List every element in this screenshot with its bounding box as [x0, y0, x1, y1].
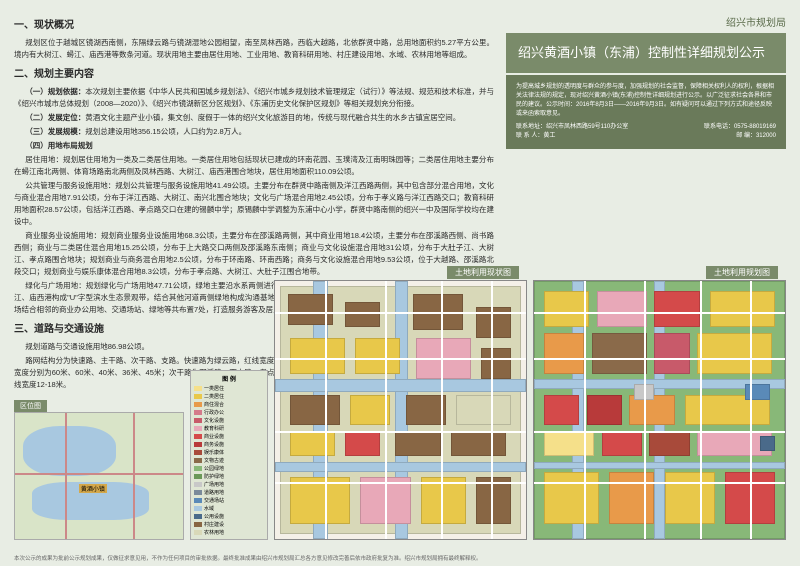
s2-4c: 商业服务业设施用地：规划商业服务业设施用地68.3公顷，主要分布在邵溪路两侧，其… — [14, 230, 494, 278]
loc-label: 黄酒小镇 — [79, 484, 107, 493]
legend: 图 例 一类居住二类居住商住混合行政办公文化设施教育科研商业设施商务设施娱乐康体… — [190, 370, 268, 540]
s2-4b: 公共管理与服务设施用地：规划公共管理与服务设施用地41.49公顷。主要分布在群贤… — [14, 180, 494, 228]
section-2-title: 二、规划主要内容 — [14, 67, 494, 83]
land-use-current-map — [274, 280, 527, 540]
footer-left: 本次公示的成果为批前公示规划成果，仅做征求意见用，不作为任何项目的审批依据。最终… — [14, 554, 482, 562]
footer: 本次公示的成果为批前公示规划成果，仅做征求意见用，不作为任何项目的审批依据。最终… — [14, 554, 786, 562]
s2-2: （二）发展定位：黄酒文化主题产业小镇，集文创、度假于一体的绍兴文化旅游目的地，传… — [14, 112, 494, 124]
notice-intro: 为提高城乡规划的透明度与群众的参与度，加强规划的社会监督，保障相关权利人的权利，… — [516, 83, 776, 119]
main-title: 绍兴黄酒小镇（东浦）控制性详细规划公示 — [506, 33, 786, 73]
postcode: 邮 编：312000 — [736, 132, 776, 141]
s2-4t: （四）用地布局规划 — [14, 140, 494, 152]
legend-title: 图 例 — [194, 374, 264, 383]
bureau-name: 绍兴市规划局 — [506, 14, 786, 29]
land-use-plan-map — [533, 280, 786, 540]
location-map: 黄酒小镇 — [14, 412, 184, 540]
section-1-title: 一、现状概况 — [14, 18, 494, 34]
contact-phone: 联系电话：0575-88019169 — [704, 123, 776, 132]
maps-row: 区位图 黄酒小镇 图 例 一类居住二类居住商住混合行政办公文化设施教育科研商业设… — [14, 280, 786, 540]
contact-person: 联 系 人：黄工 — [516, 132, 555, 141]
notice-box: 为提高城乡规划的透明度与群众的参与度，加强规划的社会监督，保障相关权利人的权利，… — [506, 75, 786, 149]
s2-4a: 居住用地：规划居住用地为一类及二类居住用地。一类居住用地包括现状已建成的环南花园… — [14, 154, 494, 178]
contact-addr: 联系地址：绍兴市凤林西路59号110办公室 — [516, 123, 628, 132]
header-band: 绍兴市规划局 绍兴黄酒小镇（东浦）控制性详细规划公示 为提高城乡规划的透明度与群… — [506, 14, 786, 149]
s2-1: （一）规划依据：本次规划主要依据《中华人民共和国城乡规划法》、《绍兴市城乡规划技… — [14, 86, 494, 110]
map1-title: 土地利用现状图 — [447, 266, 519, 279]
map2-title: 土地利用规划图 — [706, 266, 778, 279]
s2-3: （三）发展规模：规划总建设用地356.15公顷，人口约为2.8万人。 — [14, 126, 494, 138]
location-map-title: 区位图 — [14, 400, 47, 412]
s1-p1: 规划区位于越城区镜湖西南侧，东隔绿云路与镜湖湿地公园相望，南至凤林西路，西临大越… — [14, 37, 494, 61]
